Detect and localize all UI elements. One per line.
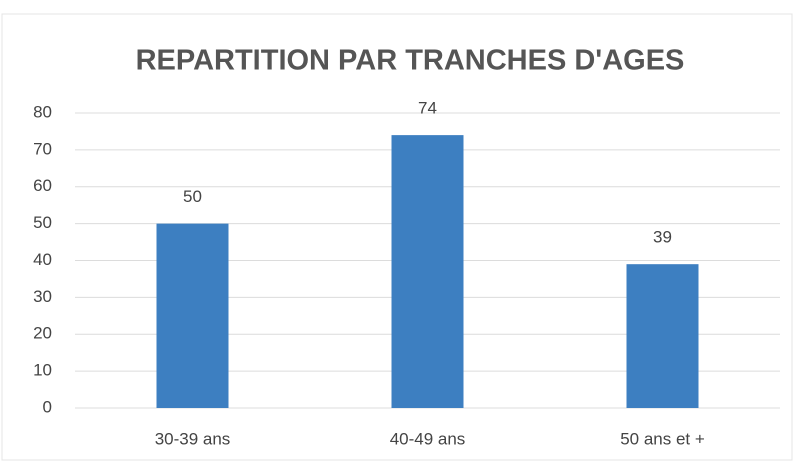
- y-tick-label: 40: [33, 250, 52, 269]
- y-tick-label: 70: [33, 139, 52, 158]
- y-tick-label: 50: [33, 213, 52, 232]
- bar: [391, 135, 464, 408]
- data-label: 50: [183, 187, 202, 206]
- data-label: 74: [418, 99, 437, 118]
- y-tick-label: 20: [33, 324, 52, 343]
- bar: [626, 264, 699, 408]
- y-tick-label: 80: [33, 102, 52, 121]
- x-tick-label: 50 ans et +: [620, 429, 705, 448]
- y-tick-label: 30: [33, 287, 52, 306]
- x-tick-label: 30-39 ans: [155, 429, 231, 448]
- y-tick-label: 60: [33, 176, 52, 195]
- data-label: 39: [653, 228, 672, 247]
- bar: [156, 223, 229, 408]
- y-tick-label: 10: [33, 361, 52, 380]
- chart-title: REPARTITION PAR TRANCHES D'AGES: [136, 45, 685, 77]
- x-tick-label: 40-49 ans: [390, 429, 466, 448]
- y-tick-label: 0: [43, 397, 52, 416]
